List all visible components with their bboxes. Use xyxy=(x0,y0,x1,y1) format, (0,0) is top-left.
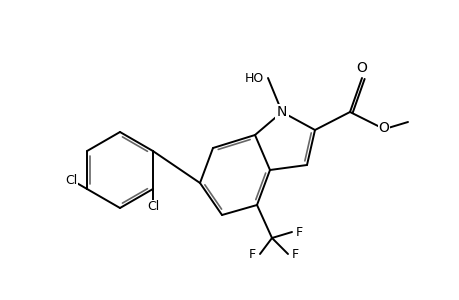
Text: O: O xyxy=(356,61,367,75)
Text: Cl: Cl xyxy=(146,200,159,214)
Text: Cl: Cl xyxy=(65,173,78,187)
Text: F: F xyxy=(248,248,256,260)
Text: N: N xyxy=(276,105,286,119)
Text: F: F xyxy=(291,248,298,260)
Text: HO: HO xyxy=(244,71,263,85)
Text: F: F xyxy=(295,226,302,238)
Text: O: O xyxy=(378,121,389,135)
